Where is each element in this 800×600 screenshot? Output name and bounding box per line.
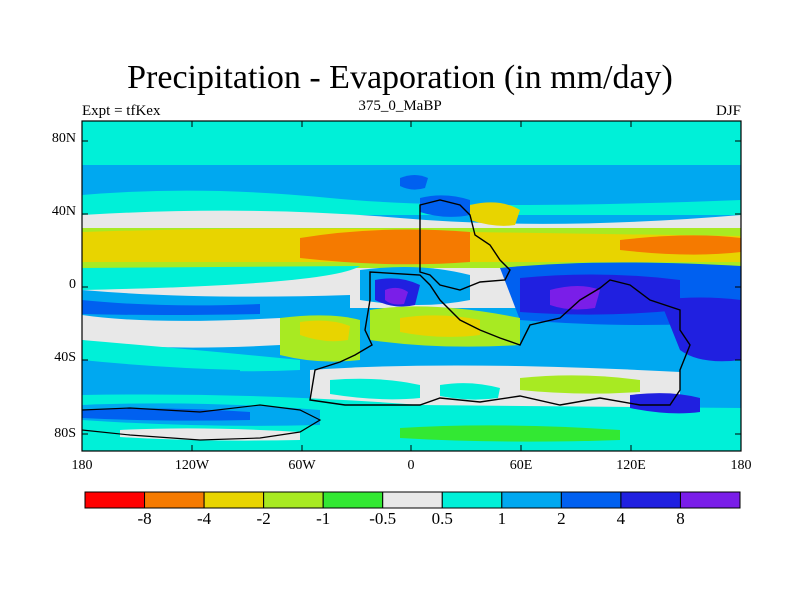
colorbar-swatch xyxy=(203,491,265,509)
lat-tick-label: 80N xyxy=(51,131,76,146)
experiment-label: Expt = tfKex xyxy=(82,103,161,119)
colorbar-swatch xyxy=(382,491,443,509)
period-label: 375_0_MaBP xyxy=(358,98,442,114)
colorbar-swatch xyxy=(501,491,562,509)
colorbar-label: -1 xyxy=(316,509,331,528)
colorbar-label: 1 xyxy=(497,509,507,528)
lon-tick-label: 120E xyxy=(616,458,646,473)
plot-title: Precipitation - Evaporation (in mm/day) xyxy=(127,59,673,96)
lon-tick-label: 180 xyxy=(71,458,93,473)
colorbar-label: -8 xyxy=(137,509,152,528)
lat-tick-label: 40N xyxy=(51,204,76,219)
lat-tick-label: 0 xyxy=(69,277,76,292)
colorbar-swatch xyxy=(322,491,384,509)
lon-tick-label: 180 xyxy=(730,458,752,473)
contour-field xyxy=(82,121,741,451)
colorbar-swatch xyxy=(84,491,146,509)
lat-tick-label: 80S xyxy=(54,426,76,441)
lat-tick-label: 40S xyxy=(54,350,76,365)
colorbar-swatch xyxy=(679,491,741,509)
colorbar-swatch xyxy=(144,491,205,509)
colorbar-label: 4 xyxy=(616,509,626,528)
colorbar-swatch xyxy=(263,491,324,509)
colorbar-swatch xyxy=(441,491,503,509)
lon-tick-label: 0 xyxy=(407,458,415,473)
colorbar-label: 0.5 xyxy=(431,509,453,528)
lon-tick-label: 120W xyxy=(174,458,210,473)
colorbar-label: 8 xyxy=(676,509,685,528)
colorbar-swatch xyxy=(620,491,681,509)
lon-tick-label: 60E xyxy=(509,458,533,473)
lon-tick-label: 60W xyxy=(288,458,316,473)
colorbar-label: -0.5 xyxy=(369,509,397,528)
colorbar-label: -2 xyxy=(256,509,271,528)
colorbar-label: -4 xyxy=(196,509,212,528)
colorbar-label: 2 xyxy=(557,509,566,528)
colorbar xyxy=(84,491,741,509)
colorbar-swatch xyxy=(560,491,622,509)
season-label: DJF xyxy=(715,103,741,119)
